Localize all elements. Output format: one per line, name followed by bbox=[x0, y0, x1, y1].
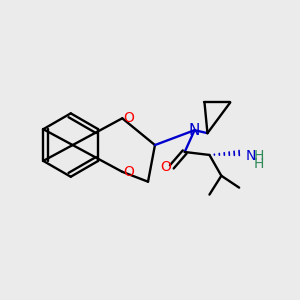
Text: O: O bbox=[123, 111, 134, 125]
Text: H: H bbox=[254, 149, 264, 163]
Text: N: N bbox=[189, 123, 200, 138]
Text: N: N bbox=[246, 149, 256, 163]
Text: O: O bbox=[123, 165, 134, 179]
Text: O: O bbox=[160, 160, 171, 174]
Text: H: H bbox=[254, 157, 264, 171]
